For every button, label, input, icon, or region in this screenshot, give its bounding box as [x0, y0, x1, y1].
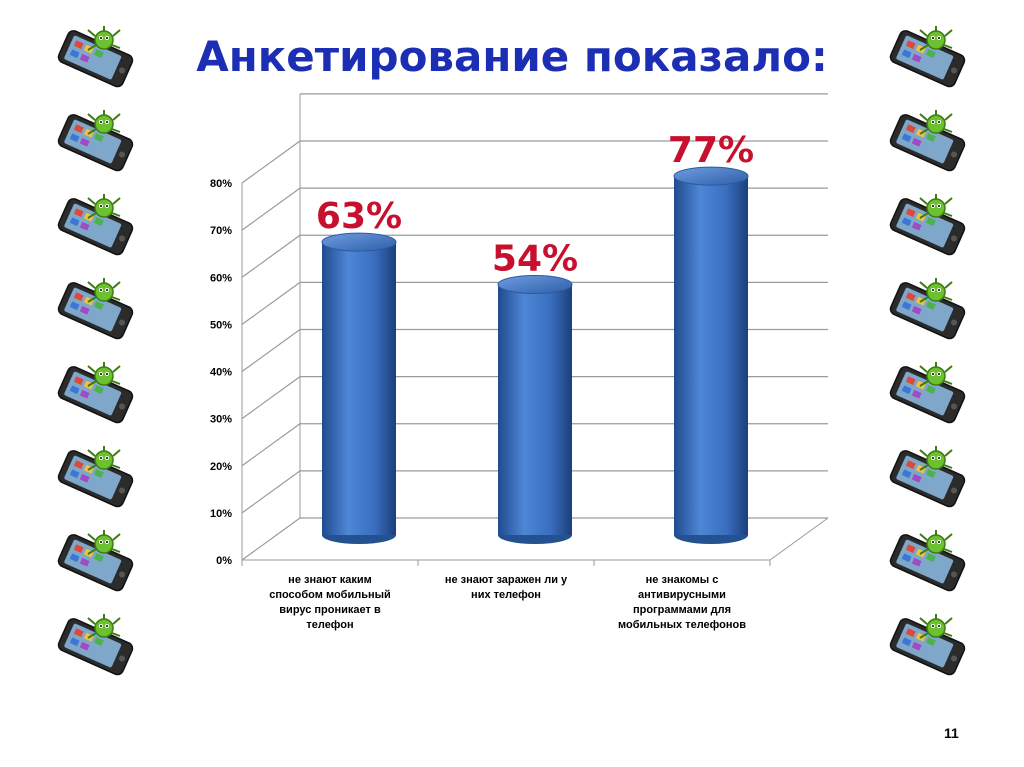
- y-tick-label: 80%: [210, 178, 232, 190]
- phone-virus-icon: [889, 614, 966, 676]
- phone-virus-icon: [889, 278, 966, 340]
- bar-cap: [321, 232, 397, 252]
- value-label: 77%: [668, 130, 754, 171]
- chart-grid: [241, 93, 829, 566]
- value-label: 54%: [492, 239, 578, 280]
- bar-cap: [497, 275, 573, 295]
- bar-body-front: [674, 176, 748, 535]
- bar-body-front: [322, 242, 396, 536]
- phone-virus-icon: [57, 614, 134, 676]
- gridline: [241, 234, 828, 278]
- right-phone-column: [880, 26, 976, 698]
- category-label: не знакомы с антивирусными программами для…: [618, 574, 746, 631]
- phone-virus-icon: [57, 530, 134, 592]
- y-tick-label: 70%: [210, 225, 232, 237]
- category-labels: не знают каким способом мобильный вирус пр…: [269, 574, 746, 631]
- y-tick-label: 50%: [210, 319, 232, 331]
- y-tick-label: 30%: [210, 414, 232, 426]
- bars: [321, 166, 749, 544]
- bar: [321, 232, 397, 544]
- category-label: не знают каким способом мобильный вирус пр…: [269, 574, 391, 631]
- phone-virus-icon: [57, 110, 134, 172]
- phone-virus-icon: [57, 362, 134, 424]
- bar: [673, 166, 749, 544]
- y-tick-label: 0%: [216, 555, 232, 567]
- bar: [497, 275, 573, 544]
- phone-virus-icon: [889, 362, 966, 424]
- phone-virus-icon: [57, 194, 134, 256]
- phone-virus-icon: [889, 530, 966, 592]
- gridline: [241, 423, 828, 467]
- gridline: [241, 517, 828, 561]
- phone-virus-icon: [889, 26, 966, 88]
- slide-title: Анкетирование показало:: [196, 32, 828, 81]
- y-tick-label: 10%: [210, 508, 232, 520]
- page-number: 11: [944, 725, 959, 741]
- gridline: [241, 376, 828, 420]
- phone-virus-icon: [889, 110, 966, 172]
- bar-cap: [673, 166, 749, 186]
- y-axis-ticks: 0% 10% 20% 30% 40% 50% 60% 70% 80%: [210, 178, 232, 567]
- gridline: [241, 187, 828, 231]
- gridline: [241, 470, 828, 514]
- phone-virus-icon: [57, 446, 134, 508]
- gridline: [241, 281, 828, 325]
- phone-virus-icon: [889, 446, 966, 508]
- value-labels: 63% 54% 77%: [316, 130, 754, 279]
- y-tick-label: 60%: [210, 272, 232, 284]
- category-label: не знают заражен ли у них телефон: [445, 574, 568, 601]
- phone-virus-icon: [57, 26, 134, 88]
- y-tick-label: 20%: [210, 461, 232, 473]
- y-tick-label: 40%: [210, 367, 232, 379]
- bar-body-front: [498, 284, 572, 535]
- value-label: 63%: [316, 196, 402, 237]
- phone-virus-icon: [57, 278, 134, 340]
- phone-virus-icon: [889, 194, 966, 256]
- gridline: [241, 328, 828, 372]
- left-phone-column: [48, 26, 144, 698]
